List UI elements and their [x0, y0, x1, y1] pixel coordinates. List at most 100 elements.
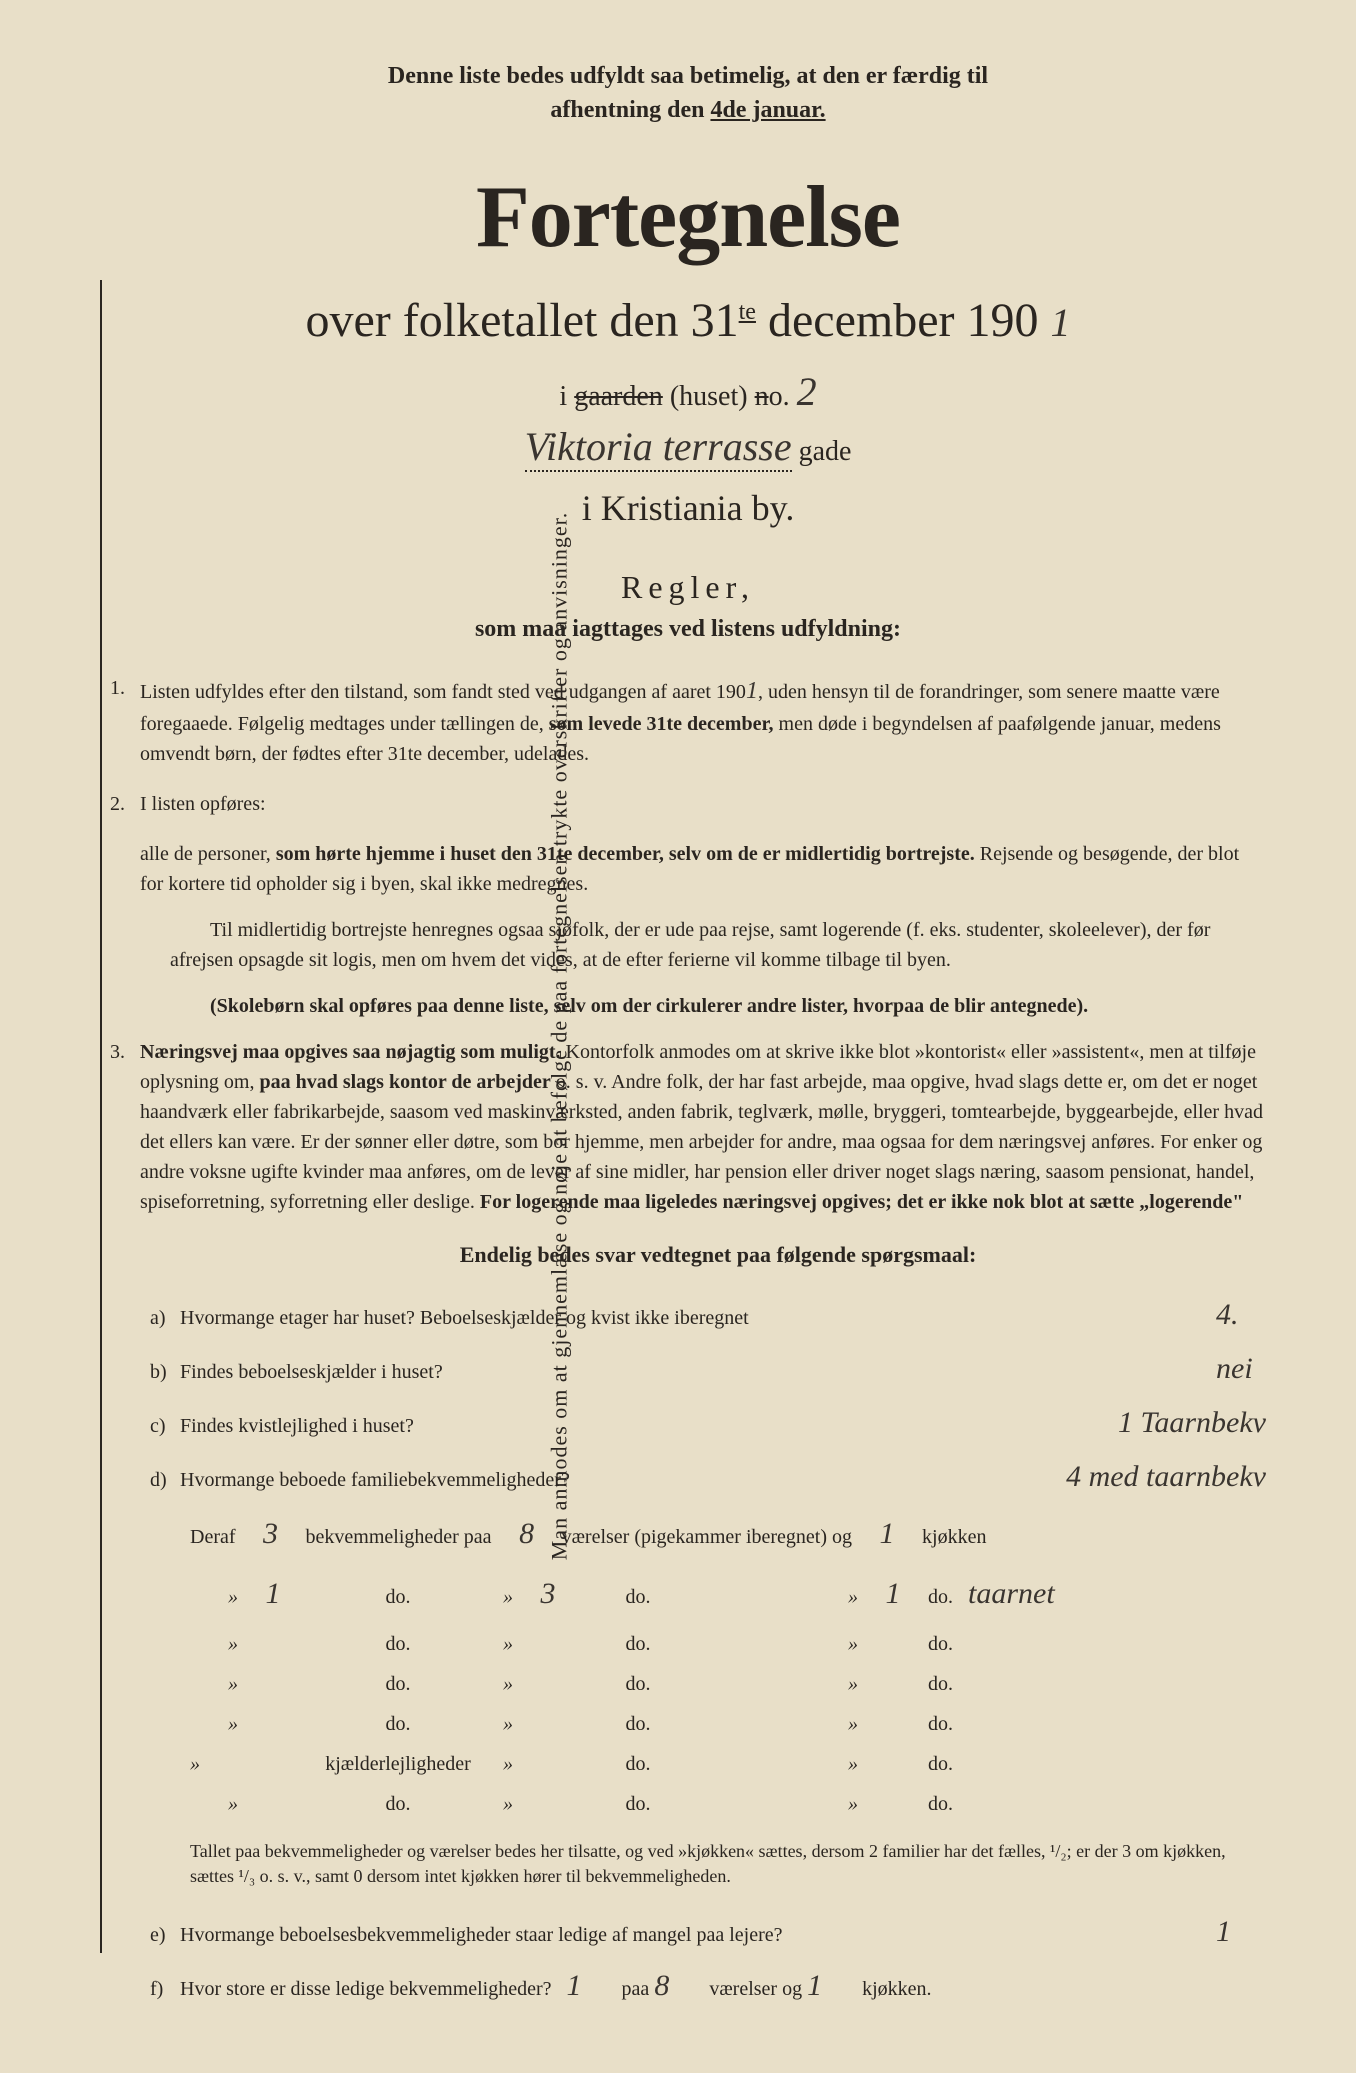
qf-text-a: Hvor store er disse ledige bekvemmelighe… — [180, 1978, 552, 2000]
q4c: » — [708, 1664, 858, 1704]
do4c: do. — [928, 1664, 953, 1704]
r2note: taarnet — [968, 1564, 1055, 1624]
q5c: » — [708, 1704, 858, 1744]
do3b: do. — [583, 1624, 693, 1664]
street-name: Viktoria terrasse — [525, 423, 792, 472]
qc-answer: 1 Taarnbekv — [1118, 1396, 1266, 1450]
year-handwritten: 1 — [1051, 300, 1071, 345]
qd-text: Hvormange beboede familiebekvemmelighede… — [180, 1462, 1066, 1498]
q2a: » — [190, 1577, 238, 1617]
do7a: do. — [308, 1784, 488, 1824]
qa-text: Hvormange etager har huset? Beboelseskjæ… — [180, 1300, 1216, 1336]
qf-text: Hvor store er disse ledige bekvemmelighe… — [180, 1959, 1266, 2013]
notice-line1: Denne liste bedes udfyldt saa betimelig,… — [388, 63, 988, 89]
qf-mid-a: paa — [622, 1978, 655, 2000]
rule-2-para1: alle de personer, som hørte hjemme i hus… — [110, 839, 1266, 899]
street-suffix: gade — [792, 436, 852, 467]
q3c: » — [708, 1624, 858, 1664]
do6b: do. — [583, 1744, 693, 1784]
r1c3: 1 — [867, 1504, 907, 1564]
do7c: do. — [928, 1784, 953, 1824]
city-line: i Kristiania by. — [110, 487, 1266, 529]
title-sub-a: over folketallet den 31 — [305, 294, 738, 347]
qd-text-inner: Hvormange beboede familiebekvemmelighede… — [180, 1469, 570, 1491]
house-c: o. — [769, 381, 797, 412]
rule-1-year: 1 — [746, 678, 758, 704]
qf-label: f) — [150, 1971, 180, 2007]
do7b: do. — [583, 1784, 693, 1824]
q3a: » — [190, 1624, 238, 1664]
do2b: do. — [583, 1577, 693, 1617]
document-page: Man anmodes om at gjennemlæse og nøje at… — [0, 0, 1356, 2073]
q6a: » — [190, 1744, 238, 1784]
question-a: a) Hvormange etager har huset? Beboelses… — [110, 1288, 1266, 1342]
rules-subtitle: som maa iagttages ved listens udfyldning… — [110, 616, 1266, 643]
do6c: do. — [928, 1744, 953, 1784]
question-b: b) Findes beboelseskjælder i huset? nei — [110, 1342, 1266, 1396]
deraf: Deraf — [190, 1517, 236, 1557]
q5b: » — [503, 1704, 513, 1744]
do3c: do. — [928, 1624, 953, 1664]
do5b: do. — [583, 1704, 693, 1744]
rule-3-bold-a: Næringsvej maa opgives saa nøjagtig som … — [140, 1041, 561, 1063]
title-sub: over folketallet den 31te december 190 1 — [110, 293, 1266, 348]
qf-a1: 1 — [567, 1959, 617, 2013]
qa-answer: 4. — [1216, 1288, 1266, 1342]
q7b: » — [503, 1784, 513, 1824]
qe-label: e) — [150, 1917, 180, 1953]
rule-3-bold-c: For logerende maa ligeledes næringsvej o… — [480, 1191, 1243, 1213]
footnote: Tallet paa bekvemmeligheder og værelser … — [110, 1839, 1266, 1889]
rule-1-bold: som levede 31te december, — [549, 713, 774, 735]
house-strike2: n — [755, 381, 769, 412]
table-row-5: » do. » do. » do. — [190, 1704, 1266, 1744]
table-row-4: » do. » do. » do. — [190, 1664, 1266, 1704]
qa-label: a) — [150, 1300, 180, 1336]
rule-3-bold-b: paa hvad slags kontor de arbejder — [259, 1071, 550, 1093]
dwelling-table: Deraf 3 bekvemmeligheder paa 8 værelser … — [110, 1504, 1266, 1824]
kjaelder: kjælderlejligheder — [308, 1744, 488, 1784]
do2c: do. — [928, 1577, 953, 1617]
rule-3: 3. Næringsvej maa opgives saa nøjagtig s… — [110, 1037, 1266, 1217]
rules-title: Regler, — [110, 569, 1266, 606]
qd-label: d) — [150, 1462, 180, 1498]
title-sub-b: december 190 — [756, 294, 1039, 347]
rule-2-para2: Til midlertidig bortrejste henregnes ogs… — [110, 915, 1266, 975]
header-notice: Denne liste bedes udfyldt saa betimelig,… — [110, 60, 1266, 127]
q2b: » — [503, 1577, 513, 1617]
rule-2-num: 2. — [110, 789, 125, 819]
table-row-2: » 1 do. » 3 do. » 1 do. taarnet — [190, 1564, 1266, 1624]
r2c2: 3 — [528, 1564, 568, 1624]
q4b: » — [503, 1664, 513, 1704]
kjok: kjøkken — [922, 1517, 986, 1557]
do4a: do. — [308, 1664, 488, 1704]
question-d: d) Hvormange beboede familiebekvemmeligh… — [110, 1450, 1266, 1504]
qe-text: Hvormange beboelsesbekvemmeligheder staa… — [180, 1917, 1216, 1953]
margin-rule — [100, 280, 102, 1953]
q5a: » — [190, 1704, 238, 1744]
title-main: Fortegnelse — [110, 167, 1266, 268]
qf-a2: 8 — [654, 1959, 704, 2013]
table-row-6: » kjælderlejligheder » do. » do. — [190, 1744, 1266, 1784]
q4a: » — [190, 1664, 238, 1704]
rule-1-a: Listen udfyldes efter den tilstand, som … — [140, 681, 746, 703]
question-c: c) Findes kvistlejlighed i huset? 1 Taar… — [110, 1396, 1266, 1450]
q7a: » — [190, 1784, 238, 1824]
table-row-3: » do. » do. » do. — [190, 1624, 1266, 1664]
qe-answer: 1 — [1216, 1905, 1266, 1959]
house-b: (huset) — [663, 381, 755, 412]
qf-mid-b: værelser og — [709, 1978, 807, 2000]
house-line: i gaarden (huset) no. 2 — [110, 368, 1266, 415]
table-row-7: » do. » do. » do. — [190, 1784, 1266, 1824]
q7c: » — [708, 1784, 858, 1824]
notice-line2a: afhentning den — [550, 97, 710, 123]
notice-date: 4de januar. — [710, 97, 825, 123]
bekv: bekvemmeligheder paa — [306, 1517, 492, 1557]
qf-mid-c: kjøkken. — [862, 1978, 931, 2000]
qb-label: b) — [150, 1354, 180, 1390]
q3b: » — [503, 1624, 513, 1664]
rule-3-num: 3. — [110, 1037, 125, 1067]
r2c3: 1 — [873, 1564, 913, 1624]
rule-2-p1a: alle de personer, — [140, 843, 276, 865]
questions-header: Endelig bedes svar vedtegnet paa følgend… — [110, 1242, 1266, 1268]
rule-2-para3: (Skolebørn skal opføres paa denne liste,… — [110, 991, 1266, 1021]
